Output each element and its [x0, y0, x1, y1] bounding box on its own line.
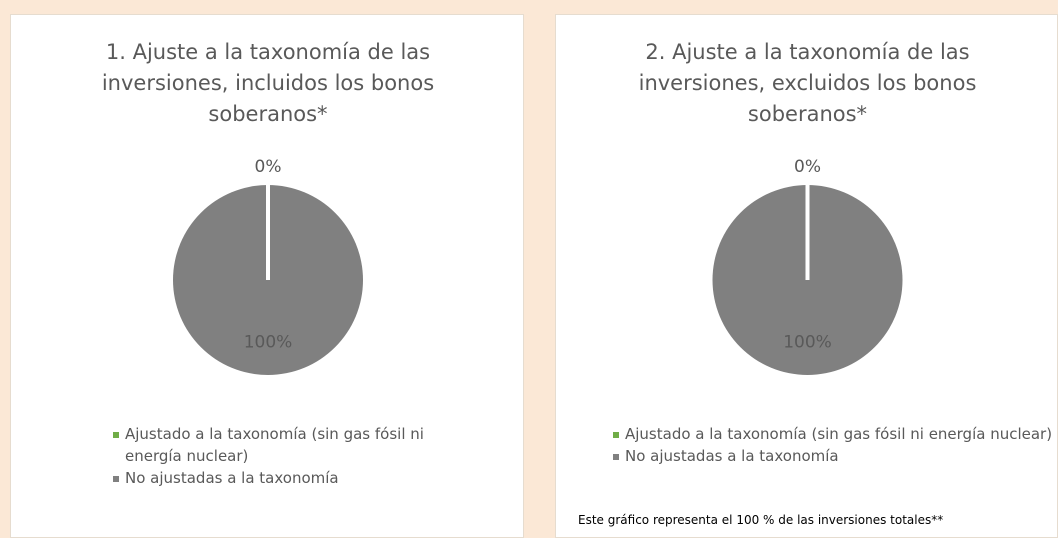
chart-panel: 0% 100% 2. Ajuste a la taxonomía de las in…: [555, 14, 1058, 538]
data-label: 0%: [255, 157, 282, 177]
legend-item: Ajustado a la taxonomía (sin gas fósil n…: [113, 423, 483, 467]
legend: Ajustado a la taxonomía (sin gas fósil n…: [613, 423, 1053, 467]
legend-swatch: [113, 432, 119, 438]
data-label: 0%: [794, 157, 821, 177]
pie-chart: 0% 100%: [712, 157, 903, 375]
legend-label: No ajustadas a la taxonomía: [625, 447, 839, 465]
legend-item: No ajustadas a la taxonomía: [613, 445, 1053, 467]
chart-title: 2. Ajuste a la taxonomía de las inversio…: [638, 40, 977, 126]
legend-label: No ajustadas a la taxonomía: [125, 469, 339, 487]
legend-label: Ajustado a la taxonomía (sin gas fósil n…: [125, 425, 424, 465]
legend: Ajustado a la taxonomía (sin gas fósil n…: [113, 423, 483, 489]
data-label: 100%: [244, 333, 293, 353]
legend-label: Ajustado a la taxonomía (sin gas fósil n…: [625, 425, 1053, 443]
legend-item: No ajustadas a la taxonomía: [113, 467, 483, 489]
legend-item: Ajustado a la taxonomía (sin gas fósil n…: [613, 423, 1053, 445]
pie-chart: 0% 100%: [173, 157, 363, 375]
legend-swatch: [613, 454, 619, 460]
data-label: 100%: [783, 333, 832, 353]
legend-swatch: [113, 476, 119, 482]
chart-title: 1. Ajuste a la taxonomía de las inversio…: [101, 40, 435, 126]
footnote: Este gráfico representa el 100 % de las …: [578, 513, 944, 527]
legend-swatch: [613, 432, 619, 438]
chart-panel: 0% 100% 1. Ajuste a la taxonomía de las in…: [10, 14, 524, 538]
